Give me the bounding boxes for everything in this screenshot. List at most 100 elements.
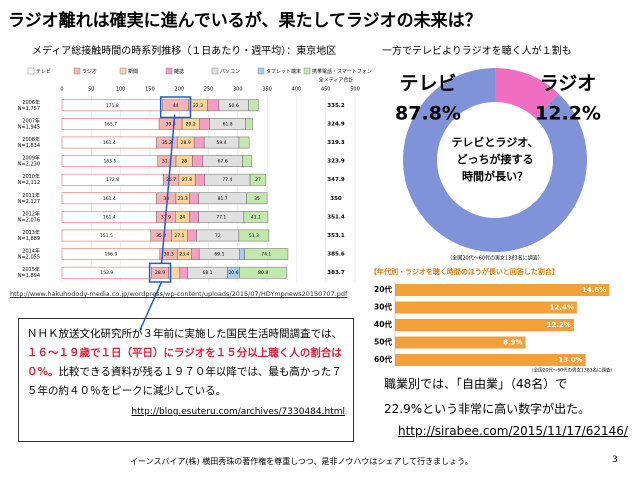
legend-swatch [119,67,127,75]
bar [395,354,586,366]
total-label: 324.9 [327,121,345,127]
segment-label: 28 [181,159,187,165]
bar-segment [193,136,205,149]
x-tick-label: 0 [60,87,63,93]
note: （全国20代〜60代の男女1383名に調査） [529,367,615,374]
total-label: 383.7 [327,270,345,276]
bar-segment [239,248,245,260]
left-subtitle: メディア総接触時間の時系列推移（１日あたり・週平均）：東京地区 [32,46,337,57]
category-label: 2006年 [22,99,40,106]
right-link[interactable]: http://sirabee.com/2015/11/17/62146/ [398,424,628,438]
category-label: 60代 [374,354,392,364]
n-label: N=1,757 [18,106,40,112]
legend-swatch [73,67,81,75]
segment-label: 27.8 [182,177,192,183]
bar-segment [187,229,197,242]
bar [395,301,577,314]
bar-segment [243,211,269,223]
bar-segment [179,266,188,279]
text: 比較できる資料が残る１９７０年以降では、最も高かった７５年の約４０％をピークに減… [27,366,342,397]
bar-segment [189,211,199,223]
n-label: N=1,889 [18,236,40,242]
bar [395,319,574,331]
category-label: 30代 [374,302,392,312]
category-label: 2011年 [22,192,40,199]
segment-label: 161.4 [103,214,116,220]
legend-swatch [27,67,35,75]
legend-label: タブレット端末 [266,68,301,75]
segment-label: 163.5 [103,159,116,165]
segment-label: 39.3 [166,121,176,127]
bar-segment [246,192,268,205]
segment-label: 80.8 [258,270,268,276]
bar-segment [192,155,204,167]
category-label: 50代 [374,337,392,347]
link[interactable]: http://blog.esuteru.com/archives/7330484… [131,407,345,417]
segment-label: 29.2 [186,121,196,127]
bar-segment [194,173,205,186]
value-label: 12.4% [550,304,574,312]
segment-label: 59.4 [217,140,227,146]
segment-label: 166.9 [104,252,117,258]
n-label: N=2,112 [18,180,40,186]
segment-label: 31.1 [162,159,172,165]
n-label: N=1,834 [18,143,40,149]
segment-label: 74.1 [261,252,271,258]
bar-segment [207,99,220,112]
slice-value: 87.8% [395,103,461,125]
segment-label: 27.1 [174,233,184,239]
chart-source[interactable]: http://www.hakuhodody-media.co.jp/wordpr… [10,290,348,298]
legend-label: 新聞 [128,68,138,75]
segment-label: 35 [254,196,260,202]
segment-label: 51.3 [249,233,259,239]
total-label: 319.3 [327,140,345,146]
segment-label: 32.3 [193,103,203,109]
segment-label: 77.1 [216,214,226,220]
value-label: 14.6% [582,286,606,294]
segment-label: 30.3 [164,252,174,258]
slice-label: ラジオ [540,73,597,95]
legend-swatch [303,67,311,75]
category-label: 2013年 [22,229,40,236]
legend-label: テレビ [36,68,51,75]
total-label: 350 [330,196,342,202]
segment-label: 165.7 [104,121,117,127]
category-label: 2007年 [22,117,40,124]
slice-label: テレビ [399,73,456,95]
total-label: 323.9 [327,159,345,165]
segment-label: 33 [163,196,169,202]
value-label: 13.0% [558,356,582,364]
slice-value: 12.2% [535,103,601,125]
x-tick-label: 100 [116,87,126,93]
segment-label: 26.7 [166,177,176,183]
total-label: 351.4 [327,214,345,220]
total-label: 353.1 [327,233,345,239]
note: （全国20代〜60代の男女1383名に調査） [447,255,542,262]
legend-label: 携帯電話・スマートフォン [312,68,372,75]
legend-swatch [165,67,173,75]
highlight [148,262,172,283]
segment-label: 27 [255,177,261,183]
page-number: 3 [612,455,618,465]
segment-label: 77.4 [222,177,232,183]
bar-segment [238,136,250,149]
n-label: N=2,055 [18,255,40,261]
category-label: 2015年 [22,266,40,273]
segment-label: 81.7 [218,196,228,202]
segment-label: 61.8 [223,121,233,127]
bar-segment [245,118,253,130]
bar-segment [198,118,210,130]
bar-segment [249,173,267,186]
text-box: ＮＨＫ放送文化研究所が３年前に実施した国民生活時間調査では、 １６～１９歳で１日（… [18,318,354,442]
center-text: テレビとラジオ、 [451,135,538,149]
legend-swatch [257,67,265,75]
segment-label: 50.6 [229,103,239,109]
bar-segment [189,192,199,205]
legend-label: 雑誌 [174,68,184,75]
segment-label: 67.6 [218,159,228,165]
x-tick-label: 300 [233,87,243,93]
segment-label: 151.5 [100,233,113,239]
segment-label: 152.9 [100,270,113,276]
